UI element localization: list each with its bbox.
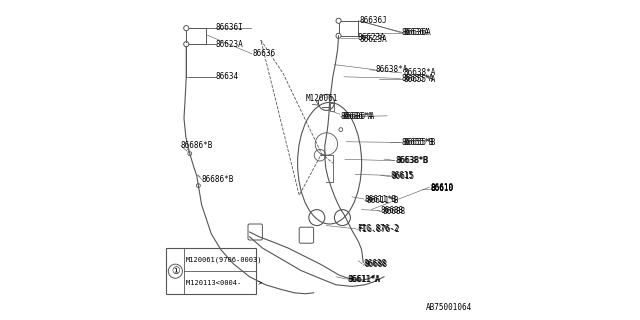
- Text: 86623A: 86623A: [358, 33, 385, 42]
- Text: 86611*B: 86611*B: [366, 196, 399, 205]
- Text: 86688: 86688: [364, 260, 387, 268]
- Text: 86636A: 86636A: [402, 28, 429, 37]
- Text: 86686*B: 86686*B: [202, 175, 234, 184]
- Text: 86623A: 86623A: [216, 40, 244, 49]
- Text: 86610: 86610: [430, 183, 454, 192]
- Text: 86655*B: 86655*B: [402, 138, 434, 147]
- Text: 86610: 86610: [430, 184, 454, 193]
- Text: 86686*A: 86686*A: [342, 112, 375, 121]
- Text: 86655*A: 86655*A: [403, 75, 436, 84]
- Text: ①: ①: [171, 266, 180, 276]
- Text: 86655*B: 86655*B: [403, 138, 436, 147]
- Text: 86688: 86688: [381, 206, 404, 215]
- Text: M120061(9706-0003): M120061(9706-0003): [186, 256, 263, 263]
- Text: 86636A: 86636A: [403, 28, 431, 37]
- Bar: [330, 103, 335, 111]
- Text: AB75001064: AB75001064: [426, 303, 472, 312]
- Text: 86615: 86615: [392, 172, 415, 181]
- Text: 86611*A: 86611*A: [347, 275, 380, 284]
- Text: FIG.876-2: FIG.876-2: [358, 225, 400, 234]
- Text: M120061: M120061: [306, 94, 338, 103]
- Text: 86611*A: 86611*A: [349, 275, 381, 284]
- Text: 86623A: 86623A: [360, 35, 388, 44]
- Text: 86610: 86610: [430, 184, 454, 193]
- Bar: [166, 248, 256, 294]
- Text: 86636: 86636: [253, 49, 276, 58]
- Text: 86686*B: 86686*B: [181, 141, 213, 150]
- Text: 86686*A: 86686*A: [340, 112, 373, 121]
- Text: 86638*A: 86638*A: [403, 68, 436, 77]
- Text: 86636J: 86636J: [360, 16, 388, 25]
- Text: M120113<0004-    >: M120113<0004- >: [186, 280, 263, 286]
- Text: 86688: 86688: [383, 207, 406, 216]
- Text: FIG.876-2: FIG.876-2: [357, 224, 399, 233]
- Text: 86611*B: 86611*B: [365, 195, 397, 204]
- Text: 86638*B: 86638*B: [396, 156, 428, 165]
- Text: 86636I: 86636I: [216, 23, 244, 32]
- Text: 86638*A: 86638*A: [376, 65, 408, 74]
- Text: 86615: 86615: [390, 171, 413, 180]
- Text: 86634: 86634: [216, 72, 239, 81]
- Text: 86638*B: 86638*B: [397, 156, 429, 165]
- Text: 86688: 86688: [365, 260, 388, 269]
- Text: 86655*A: 86655*A: [402, 74, 434, 83]
